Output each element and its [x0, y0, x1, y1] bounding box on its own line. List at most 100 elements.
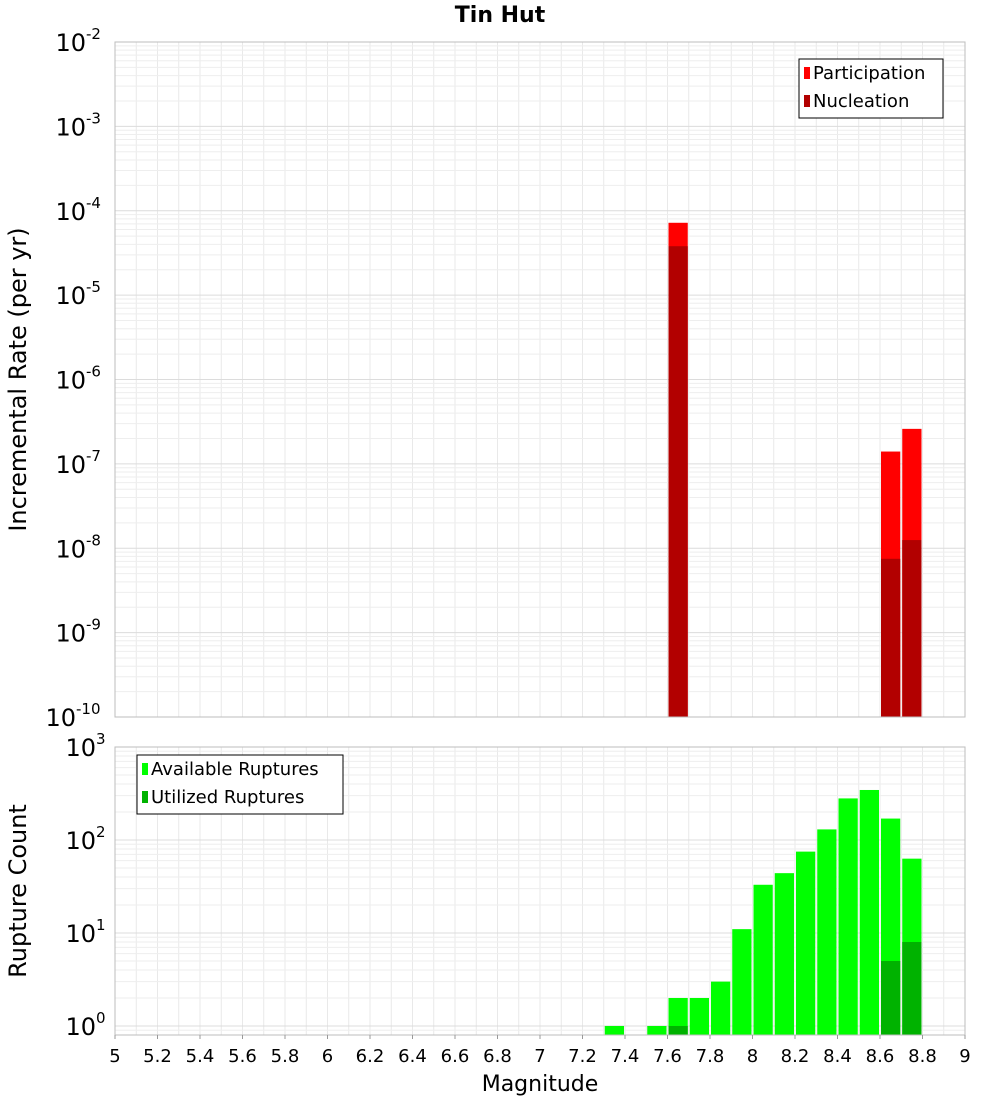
x-tick-label: 6.6 [441, 1046, 470, 1067]
x-tick-label: 5.2 [143, 1046, 172, 1067]
x-tick-label: 9 [959, 1046, 970, 1067]
y-tick-label-0-6: 10 -4 [55, 194, 101, 226]
bar-count-utilized-ruptures [881, 960, 901, 1035]
legend-swatch-nucleation [804, 95, 810, 107]
y-tick-exponent: 1 [96, 916, 106, 934]
x-tick-label: 7.8 [696, 1046, 725, 1067]
y-tick-base: 10 [55, 198, 86, 226]
legend-label-utilized-ruptures: Utilized Ruptures [151, 787, 304, 808]
y-tick-base: 10 [55, 451, 86, 479]
bar-rate-nucleation [881, 558, 901, 717]
x-tick-label: 7.4 [611, 1046, 640, 1067]
y-axis-label-0: Incremental Rate (per yr) [4, 227, 32, 531]
legend-box [798, 58, 944, 119]
bar-rate-nucleation [902, 540, 922, 717]
bar-count-available-ruptures [711, 981, 731, 1035]
y-tick-label-0-3: 10 -7 [55, 447, 101, 479]
bar-count-available-ruptures [732, 929, 752, 1035]
x-tick-label: 6.4 [398, 1046, 427, 1067]
legend-0: Participation Nucleation [798, 58, 944, 119]
y-axis-label-1: Rupture Count [4, 804, 32, 978]
y-tick-label-0-7: 10 -3 [55, 109, 101, 141]
y-tick-label-0-5: 10 -5 [55, 278, 101, 310]
x-tick-label: 6.2 [356, 1046, 385, 1067]
legend-swatch-available-ruptures [142, 763, 148, 775]
y-tick-base: 10 [55, 113, 86, 141]
y-tick-label-1-2: 10 2 [65, 823, 105, 855]
grid-0 [114, 42, 966, 718]
chart-title: Tin Hut [455, 3, 546, 28]
x-tick-label: 8.8 [908, 1046, 937, 1067]
y-tick-exponent: -5 [86, 278, 101, 296]
y-tick-base: 10 [65, 827, 96, 855]
bar-count-available-ruptures [647, 1025, 667, 1035]
y-tick-exponent: -8 [86, 531, 101, 549]
legend-label-available-ruptures: Available Ruptures [151, 759, 319, 780]
x-tick-label: 5 [109, 1046, 120, 1067]
legend-label-participation: Participation [813, 63, 925, 84]
y-tick-exponent: -3 [86, 109, 101, 127]
x-tick-label: 8.6 [866, 1046, 895, 1067]
y-tick-exponent: 0 [96, 1009, 106, 1027]
y-tick-label-1-0: 10 0 [65, 1009, 105, 1041]
y-tick-base: 10 [55, 367, 86, 395]
y-tick-label-0-0: 10 -10 [45, 700, 100, 732]
series-1-1 [668, 942, 922, 1035]
y-tick-exponent: 3 [96, 730, 106, 748]
x-tick-label: 8.2 [781, 1046, 810, 1067]
y-tick-base: 10 [45, 704, 76, 732]
bar-count-available-ruptures [753, 884, 773, 1035]
x-tick-label: 5.6 [228, 1046, 257, 1067]
y-tick-base: 10 [55, 29, 86, 57]
x-tick-label: 5.4 [186, 1046, 215, 1067]
y-tick-exponent: -2 [86, 25, 101, 43]
bar-count-available-ruptures [668, 997, 688, 1035]
bar-count-available-ruptures [838, 798, 858, 1035]
x-tick-label: 5.8 [271, 1046, 300, 1067]
y-tick-exponent: -10 [76, 700, 101, 718]
bar-count-utilized-ruptures [902, 942, 922, 1035]
legend-swatch-utilized-ruptures [142, 791, 148, 803]
y-tick-label-0-4: 10 -6 [55, 363, 101, 395]
y-tick-base: 10 [65, 734, 96, 762]
x-tick-label: 8.4 [823, 1046, 852, 1067]
bar-count-available-ruptures [817, 829, 837, 1035]
y-tick-label-0-2: 10 -8 [55, 531, 101, 563]
y-tick-base: 10 [55, 620, 86, 648]
y-tick-exponent: -6 [86, 363, 101, 381]
legend-box [136, 754, 344, 815]
bar-rate-nucleation [668, 246, 688, 717]
y-tick-label-1-1: 10 1 [65, 916, 105, 948]
plot-frame-0 [114, 41, 966, 718]
y-tick-base: 10 [55, 282, 86, 310]
y-tick-exponent: -7 [86, 447, 101, 465]
bar-count-available-ruptures [859, 789, 879, 1035]
y-tick-label-1-3: 10 3 [65, 730, 105, 762]
x-tick-label: 6 [322, 1046, 333, 1067]
y-tick-label-0-1: 10 -9 [55, 616, 101, 648]
legend-1: Available Ruptures Utilized Ruptures [136, 754, 344, 815]
x-axis-label: Magnitude [482, 1072, 599, 1097]
y-tick-base: 10 [55, 535, 86, 563]
x-tick-label: 7.6 [653, 1046, 682, 1067]
y-tick-base: 10 [65, 1013, 96, 1041]
legend-swatch-participation [804, 67, 810, 79]
legend-label-nucleation: Nucleation [813, 91, 909, 112]
y-tick-exponent: 2 [96, 823, 106, 841]
y-tick-exponent: -4 [86, 194, 101, 212]
x-tick-label: 7 [534, 1046, 545, 1067]
bar-count-available-ruptures [604, 1025, 624, 1035]
y-tick-exponent: -9 [86, 616, 101, 634]
x-tick-label: 8 [747, 1046, 758, 1067]
bar-count-utilized-ruptures [668, 1025, 688, 1035]
x-tick-label: 6.8 [483, 1046, 512, 1067]
bar-count-available-ruptures [689, 997, 709, 1035]
series-0-1 [668, 246, 922, 717]
y-tick-base: 10 [65, 920, 96, 948]
x-tick-label: 7.2 [568, 1046, 597, 1067]
bar-count-available-ruptures [774, 873, 794, 1035]
bar-count-available-ruptures [796, 851, 816, 1035]
y-tick-label-0-8: 10 -2 [55, 25, 101, 57]
